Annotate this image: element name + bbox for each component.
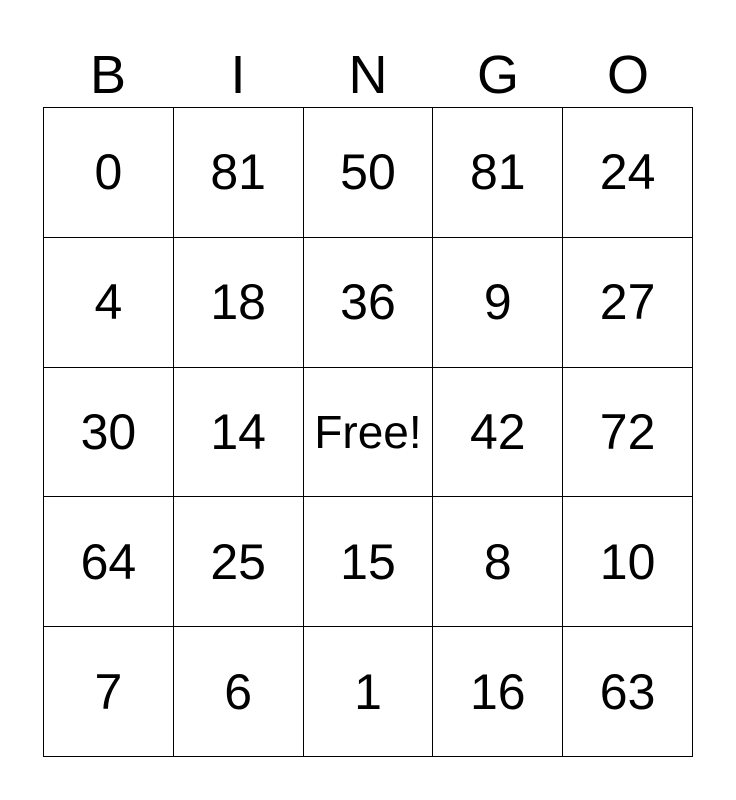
free-space-cell: Free! [303,367,434,498]
bingo-cell: 72 [563,367,693,498]
header-letter-i: I [230,45,246,105]
bingo-cell: 30 [44,367,174,498]
bingo-cell: 15 [303,497,434,628]
bingo-cell: 81 [173,108,304,238]
bingo-cell: 27 [563,237,693,368]
bingo-grid: 0 81 50 81 24 4 18 36 9 27 30 14 Free! 42 72 64 25 15 8 10 7… [43,107,693,757]
bingo-header: B I N G O [43,44,693,106]
bingo-cell: 4 [44,237,174,368]
bingo-cell: 24 [563,108,693,238]
bingo-cell: 36 [303,237,434,368]
bingo-cell: 8 [433,497,564,628]
bingo-cell: 81 [433,108,564,238]
bingo-cell: 16 [433,627,564,757]
bingo-cell: 0 [44,108,174,238]
bingo-cell: 7 [44,627,174,757]
bingo-cell: 25 [173,497,304,628]
bingo-cell: 10 [563,497,693,628]
bingo-cell: 14 [173,367,304,498]
bingo-cell: 9 [433,237,564,368]
header-letter-n: N [348,45,388,105]
bingo-cell: 1 [303,627,434,757]
bingo-cell: 18 [173,237,304,368]
bingo-cell: 42 [433,367,564,498]
bingo-cell: 63 [563,627,693,757]
header-letter-o: O [606,45,649,105]
bingo-cell: 64 [44,497,174,628]
header-letter-g: G [476,45,519,105]
bingo-cell: 6 [173,627,304,757]
header-letter-b: B [89,45,127,105]
bingo-cell: 50 [303,108,434,238]
